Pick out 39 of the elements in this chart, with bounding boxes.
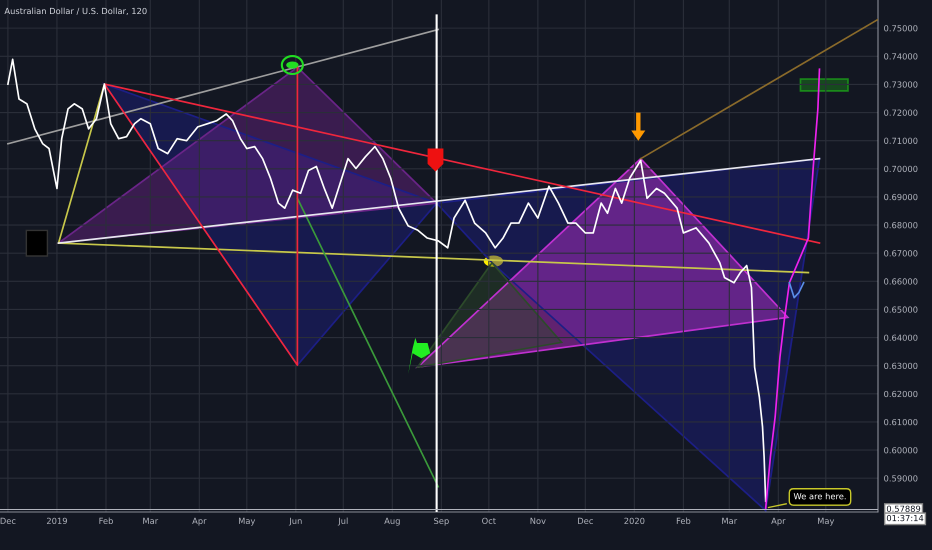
- ref-line-label: 0.57889: [886, 506, 920, 512]
- x-tick-label: Dec: [578, 518, 593, 524]
- y-tick-label: 0.67000: [884, 250, 918, 256]
- annotation: We are here.: [794, 492, 846, 500]
- x-tick-label: May: [818, 518, 834, 526]
- y-tick-label: 0.72000: [884, 110, 918, 116]
- x-tick-label: Apr: [771, 518, 786, 526]
- x-tick-label: Feb: [676, 518, 690, 524]
- y-tick-label: 0.63000: [884, 362, 918, 369]
- y-tick-label: 0.73000: [884, 81, 918, 88]
- y-tick-label: 0.64000: [884, 334, 918, 341]
- text: Australian Dollar / U.S. Dollar, 120: [4, 8, 147, 15]
- x-tick-label: Sep: [434, 518, 449, 526]
- y-tick-label: 0.74000: [884, 53, 918, 60]
- x-tick-label: Oct: [482, 518, 496, 524]
- x-tick-label: Dec: [0, 518, 16, 524]
- y-tick-label: 0.75000: [884, 25, 918, 32]
- x-tick-label: 2020: [624, 518, 644, 524]
- x-tick-label: Jul: [338, 518, 348, 526]
- y-tick-label: 0.69000: [884, 194, 918, 200]
- x-tick-label: 2019: [46, 518, 67, 524]
- y-tick-label: 0.59000: [884, 475, 918, 482]
- x-tick-label: Feb: [99, 518, 113, 524]
- y-tick-label: 0.70000: [884, 166, 918, 172]
- y-tick-label: 0.60000: [884, 447, 918, 454]
- y-tick-label: 0.62000: [884, 390, 918, 398]
- y-tick-label: 0.65000: [884, 306, 918, 313]
- x-tick-label: Aug: [384, 518, 400, 526]
- x-tick-label: Nov: [530, 518, 546, 524]
- x-tick-label: May: [238, 518, 256, 526]
- x-tick-label: Jun: [288, 518, 302, 526]
- x-tick-label: Mar: [722, 518, 738, 524]
- text: 01:37:14: [886, 514, 924, 522]
- x-tick-label: Apr: [192, 518, 207, 526]
- y-tick-label: 0.61000: [884, 418, 918, 426]
- y-tick-label: 0.66000: [884, 278, 918, 285]
- x-tick-label: Mar: [143, 518, 158, 524]
- y-tick-label: 0.68000: [884, 222, 918, 228]
- y-tick-label: 0.71000: [884, 138, 918, 144]
